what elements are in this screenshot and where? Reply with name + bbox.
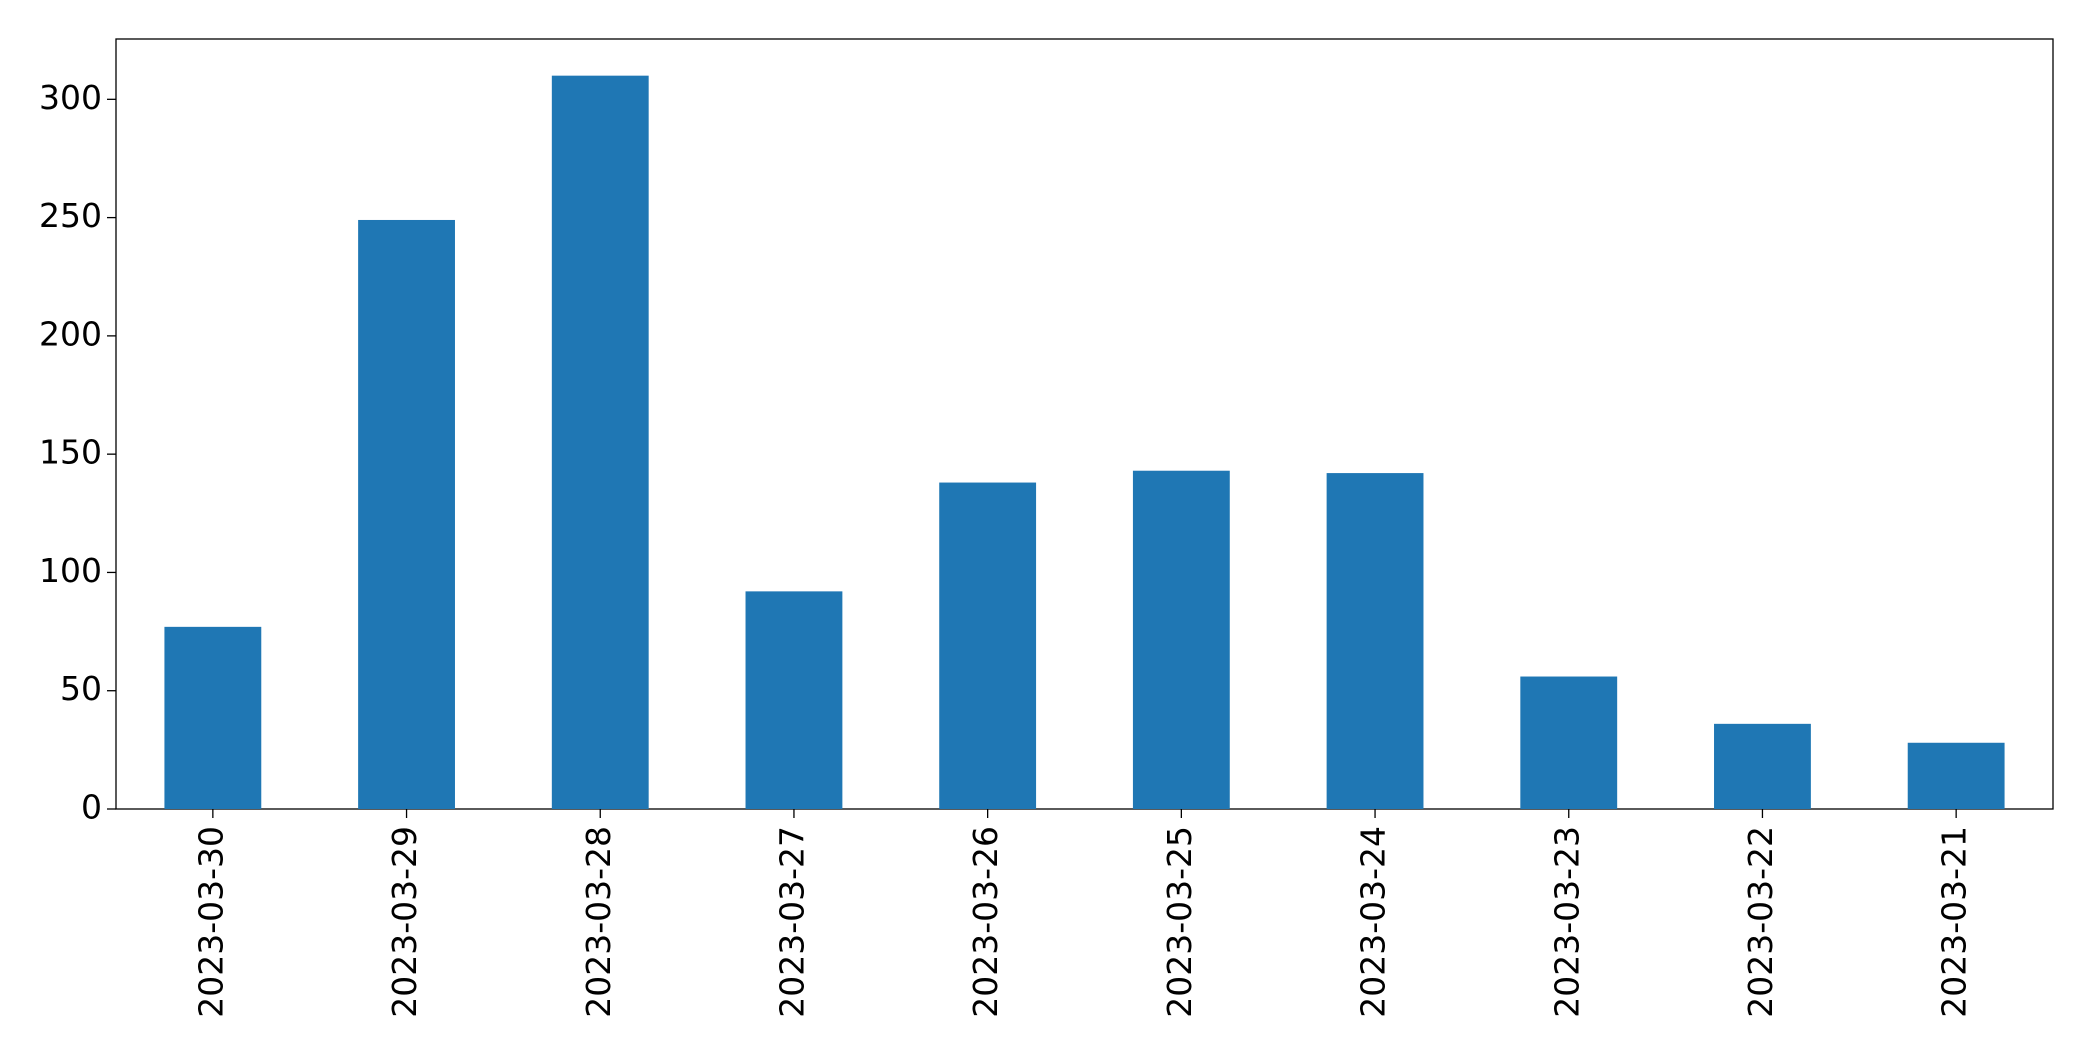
y-tick-label: 100	[39, 551, 102, 590]
x-tick-label: 2023-03-29	[385, 826, 424, 1018]
bar	[1326, 473, 1424, 809]
bar	[164, 626, 262, 809]
y-tick-label: 300	[39, 78, 102, 117]
bar	[358, 219, 455, 809]
y-tick-label: 250	[39, 196, 102, 235]
bar	[1714, 723, 1811, 809]
x-tick-label: 2023-03-21	[1935, 826, 1974, 1018]
y-tick-label: 0	[81, 788, 102, 827]
bar	[551, 75, 649, 809]
bar	[1132, 470, 1230, 809]
x-tick-label: 2023-03-24	[1354, 826, 1393, 1018]
x-tick-label: 2023-03-30	[191, 826, 230, 1018]
bar	[939, 482, 1037, 809]
bar	[1520, 676, 1618, 809]
y-tick-label: 200	[39, 314, 102, 353]
x-tick-label: 2023-03-27	[772, 826, 811, 1018]
plot-frame	[115, 38, 2054, 810]
y-tick-label: 150	[39, 433, 102, 472]
bar	[1907, 742, 2005, 809]
x-tick-label: 2023-03-23	[1547, 826, 1586, 1018]
x-tick-label: 2023-03-28	[579, 826, 618, 1018]
y-tick-label: 50	[60, 669, 102, 708]
bar	[745, 591, 843, 809]
x-tick-label: 2023-03-22	[1741, 826, 1780, 1018]
x-tick-label: 2023-03-25	[1160, 826, 1199, 1018]
x-tick-label: 2023-03-26	[966, 826, 1005, 1018]
